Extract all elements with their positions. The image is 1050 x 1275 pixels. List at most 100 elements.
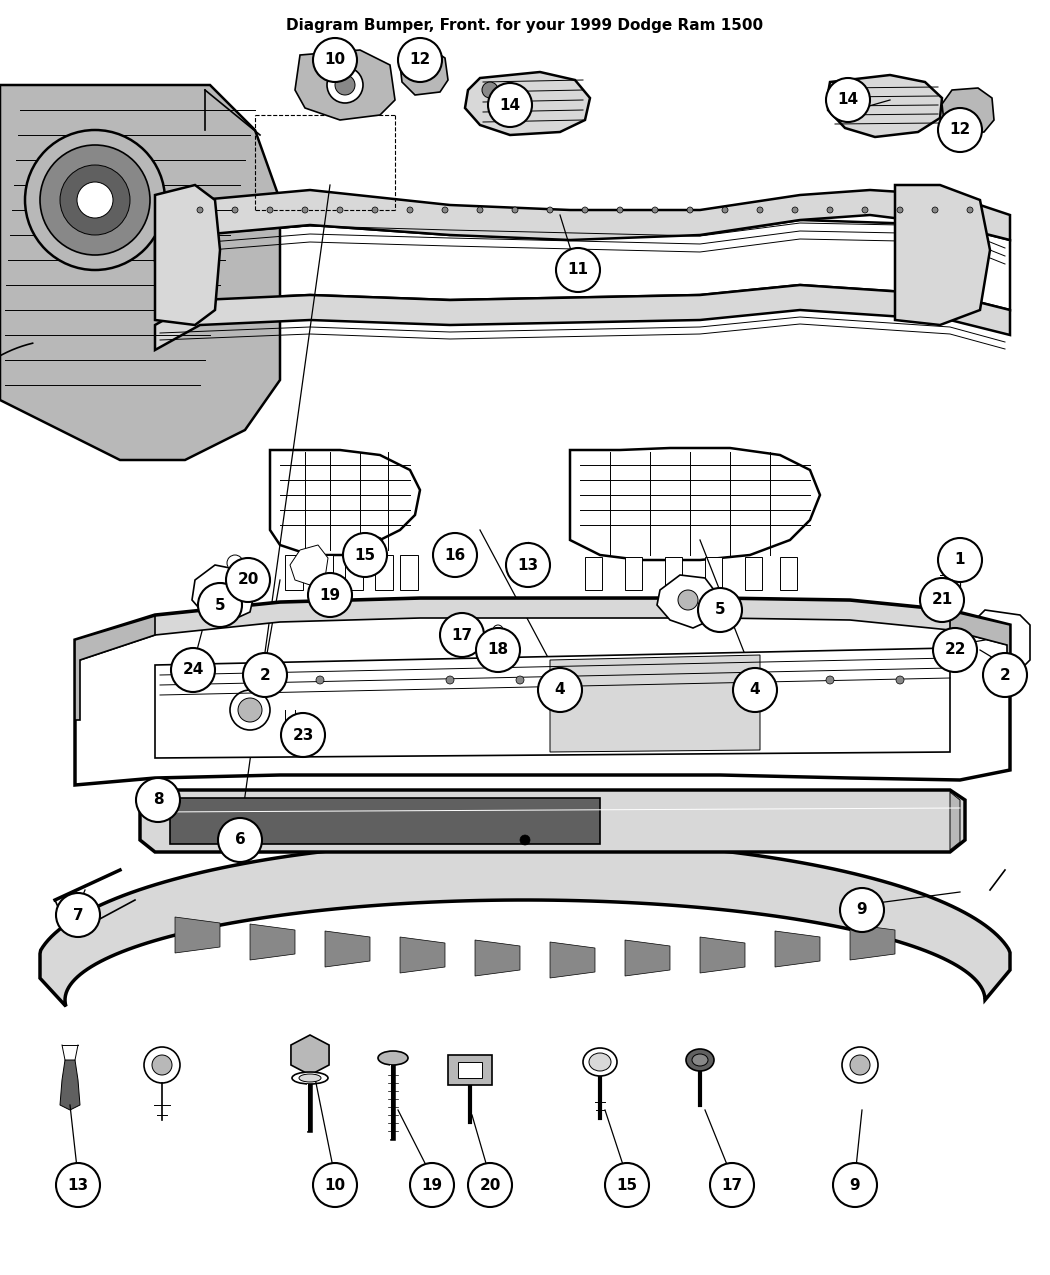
- Polygon shape: [895, 185, 990, 325]
- Circle shape: [152, 1054, 172, 1075]
- Circle shape: [698, 588, 742, 632]
- Polygon shape: [400, 48, 448, 96]
- Circle shape: [488, 83, 532, 128]
- Polygon shape: [60, 1060, 80, 1111]
- Circle shape: [335, 75, 355, 96]
- Text: 1: 1: [954, 552, 965, 567]
- Polygon shape: [155, 286, 1010, 351]
- Circle shape: [556, 249, 600, 292]
- Circle shape: [25, 130, 165, 270]
- Circle shape: [284, 723, 297, 737]
- Circle shape: [410, 1163, 454, 1207]
- Ellipse shape: [378, 1051, 408, 1065]
- Circle shape: [826, 676, 834, 683]
- Polygon shape: [448, 1054, 492, 1085]
- Circle shape: [506, 543, 550, 586]
- Circle shape: [967, 207, 973, 213]
- Circle shape: [582, 207, 588, 213]
- Circle shape: [267, 207, 273, 213]
- Circle shape: [932, 207, 938, 213]
- Polygon shape: [315, 555, 333, 590]
- Circle shape: [439, 539, 452, 551]
- Circle shape: [678, 590, 698, 609]
- Text: 14: 14: [500, 97, 521, 112]
- Text: 7: 7: [72, 908, 83, 923]
- Circle shape: [77, 182, 113, 218]
- Polygon shape: [140, 790, 965, 852]
- Polygon shape: [850, 924, 895, 960]
- Circle shape: [897, 207, 903, 213]
- Text: 9: 9: [849, 1178, 860, 1192]
- Circle shape: [710, 1163, 754, 1207]
- Circle shape: [833, 1163, 877, 1207]
- Circle shape: [512, 207, 518, 213]
- Text: Diagram Bumper, Front. for your 1999 Dodge Ram 1500: Diagram Bumper, Front. for your 1999 Dod…: [287, 18, 763, 33]
- Polygon shape: [175, 917, 220, 952]
- Polygon shape: [550, 655, 760, 752]
- Polygon shape: [585, 557, 602, 590]
- Polygon shape: [700, 937, 746, 973]
- Circle shape: [316, 676, 324, 683]
- Circle shape: [938, 108, 982, 152]
- Text: 13: 13: [518, 557, 539, 572]
- Circle shape: [457, 638, 467, 646]
- Text: 2: 2: [1000, 668, 1010, 682]
- Circle shape: [308, 572, 352, 617]
- Circle shape: [920, 578, 964, 622]
- Text: 22: 22: [944, 643, 966, 658]
- Circle shape: [136, 778, 180, 822]
- Text: 12: 12: [949, 122, 970, 138]
- Circle shape: [494, 625, 503, 635]
- Circle shape: [446, 676, 454, 683]
- Polygon shape: [75, 598, 1010, 785]
- Circle shape: [198, 583, 242, 627]
- Polygon shape: [155, 185, 220, 325]
- Ellipse shape: [292, 1072, 328, 1084]
- Circle shape: [302, 207, 308, 213]
- Polygon shape: [950, 792, 960, 850]
- Polygon shape: [290, 544, 328, 585]
- Circle shape: [313, 38, 357, 82]
- Text: 14: 14: [838, 93, 859, 107]
- Circle shape: [605, 1163, 649, 1207]
- Polygon shape: [625, 940, 670, 975]
- Polygon shape: [250, 924, 295, 960]
- Polygon shape: [475, 940, 520, 975]
- Polygon shape: [155, 221, 1010, 325]
- Circle shape: [226, 558, 270, 602]
- Polygon shape: [828, 75, 942, 136]
- Circle shape: [144, 1047, 180, 1082]
- Text: 11: 11: [567, 263, 588, 278]
- Circle shape: [197, 207, 203, 213]
- Circle shape: [933, 629, 977, 672]
- Text: 21: 21: [931, 593, 952, 607]
- Circle shape: [56, 1163, 100, 1207]
- Circle shape: [938, 538, 982, 581]
- Polygon shape: [345, 555, 363, 590]
- Circle shape: [476, 629, 520, 672]
- Circle shape: [687, 207, 693, 213]
- Polygon shape: [295, 50, 395, 120]
- Circle shape: [433, 533, 477, 578]
- Polygon shape: [291, 1035, 329, 1075]
- Text: 16: 16: [444, 547, 465, 562]
- Text: 8: 8: [152, 793, 164, 807]
- Circle shape: [826, 78, 870, 122]
- Circle shape: [398, 38, 442, 82]
- Text: 23: 23: [292, 728, 314, 742]
- Polygon shape: [326, 931, 370, 966]
- Polygon shape: [746, 557, 762, 590]
- Text: 5: 5: [715, 603, 726, 617]
- Circle shape: [468, 1163, 512, 1207]
- Circle shape: [372, 207, 378, 213]
- Polygon shape: [80, 599, 1008, 660]
- Circle shape: [218, 819, 262, 862]
- Text: 10: 10: [324, 52, 345, 68]
- Text: 9: 9: [857, 903, 867, 918]
- Circle shape: [482, 82, 498, 98]
- Circle shape: [757, 207, 763, 213]
- Text: 19: 19: [319, 588, 340, 603]
- Polygon shape: [665, 557, 682, 590]
- Polygon shape: [625, 557, 642, 590]
- Polygon shape: [285, 555, 303, 590]
